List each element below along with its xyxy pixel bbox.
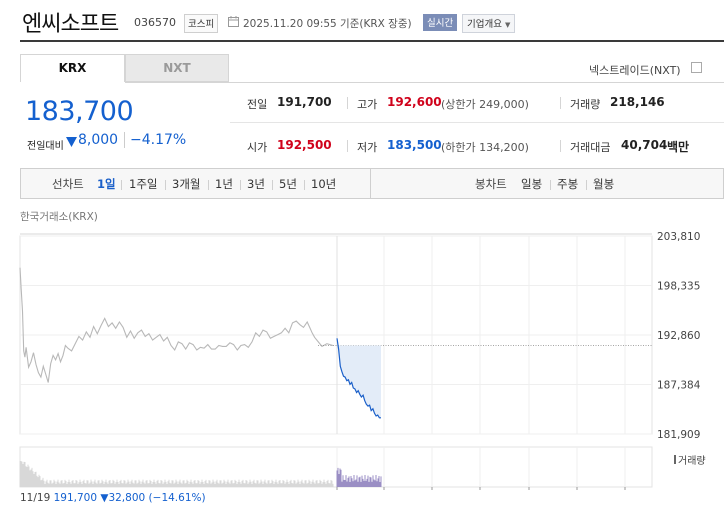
summary-date: 11/19 — [20, 492, 51, 504]
period-10year[interactable]: 10년 — [311, 177, 337, 191]
candle-weekly[interactable]: 주봉 — [557, 177, 579, 191]
volume-legend-mark — [674, 455, 676, 464]
change-rate: −4.17% — [130, 132, 187, 148]
tab-krx[interactable]: KRX — [20, 54, 125, 82]
period-5year[interactable]: 5년 — [279, 177, 297, 191]
candle-daily[interactable]: 일봉 — [521, 177, 543, 191]
summary-close: 191,700 — [53, 492, 98, 504]
change-divider — [124, 132, 125, 148]
header-divider — [20, 40, 724, 42]
stats-separator — [347, 140, 348, 152]
candle-chart-label: 봉차트 — [475, 177, 507, 191]
period-separator — [165, 180, 166, 190]
today-line — [336, 338, 381, 419]
open-value: 192,500 — [277, 138, 332, 152]
stats-separator — [347, 97, 348, 109]
period-bar — [20, 168, 724, 199]
period-separator — [586, 180, 587, 190]
volume-area — [19, 446, 653, 488]
period-separator — [550, 180, 551, 190]
tab-nxt[interactable]: NXT — [125, 54, 229, 82]
high-label: 고가 — [357, 98, 378, 111]
line-chart-label: 선차트 — [52, 177, 84, 191]
volume-label: 거래량 — [570, 98, 601, 111]
company-name: 엔씨소프트 — [22, 12, 119, 37]
clock-icon — [228, 16, 239, 27]
low-label: 저가 — [357, 141, 378, 154]
tab-underline — [125, 82, 724, 83]
low-value: 183,500 — [387, 138, 442, 152]
lower-limit: (하한가 134,200) — [441, 141, 529, 154]
volume-value: 218,146 — [610, 95, 665, 109]
period-separator — [121, 180, 122, 190]
stats-divider — [230, 122, 724, 123]
y-tick-label: 203,810 — [657, 231, 700, 243]
period-1week[interactable]: 1주일 — [129, 177, 158, 191]
current-price: 183,700 — [25, 96, 134, 127]
datetime-text: 2025.11.20 09:55 기준(KRX 장중) — [243, 18, 412, 30]
change-value: 8,000 — [78, 132, 119, 148]
price-chart[interactable]: 203,810198,335192,860187,384181,90911/20… — [0, 225, 724, 490]
summary-rate: (−14.61%) — [148, 492, 206, 504]
prev-close-label: 전일 — [247, 98, 268, 111]
company-info-button[interactable]: 기업개요 ▼ — [462, 14, 516, 33]
upper-limit: (상한가 249,000) — [441, 98, 529, 111]
period-1day[interactable]: 1일 — [97, 177, 116, 191]
volume-legend: 거래량 — [678, 456, 706, 467]
y-tick-label: 192,860 — [657, 330, 700, 342]
candle-monthly[interactable]: 월봉 — [593, 177, 615, 191]
y-tick-label: 181,909 — [657, 429, 700, 441]
nxt-checkbox[interactable] — [691, 62, 702, 73]
period-separator — [240, 180, 241, 190]
stats-separator — [560, 140, 561, 152]
dropdown-arrow-icon: ▼ — [505, 21, 511, 29]
stock-code: 036570 — [134, 16, 176, 29]
change-label: 전일대비 — [27, 141, 64, 152]
amount-unit: 백만 — [667, 140, 690, 154]
amount-value: 40,704 — [621, 138, 668, 152]
period-3month[interactable]: 3개월 — [172, 177, 201, 191]
period-divider — [370, 168, 371, 199]
exchange-label: 한국거래소(KRX) — [20, 211, 98, 223]
y-tick-label: 187,384 — [657, 380, 701, 392]
today-area — [337, 338, 381, 418]
high-value: 192,600 — [387, 95, 442, 109]
stats-separator — [560, 97, 561, 109]
period-3year[interactable]: 3년 — [247, 177, 265, 191]
period-1year[interactable]: 1년 — [215, 177, 233, 191]
open-label: 시가 — [247, 141, 268, 154]
prev-close-value: 191,700 — [277, 95, 332, 109]
market-badge: 코스피 — [184, 14, 219, 33]
prev-day-line — [19, 267, 334, 383]
period-separator — [208, 180, 209, 190]
previous-day-summary: 11/19 191,700 ▼32,800 (−14.61%) — [20, 492, 206, 504]
amount-label: 거래대금 — [570, 141, 611, 154]
realtime-button[interactable]: 실시간 — [423, 14, 458, 31]
summary-change: ▼32,800 — [100, 492, 146, 504]
period-separator — [272, 180, 273, 190]
y-tick-label: 198,335 — [657, 281, 700, 293]
period-separator — [304, 180, 305, 190]
company-info-label: 기업개요 — [467, 19, 502, 30]
nxt-link[interactable]: 넥스트레이드(NXT) — [589, 64, 681, 77]
down-triangle-icon — [66, 137, 77, 147]
